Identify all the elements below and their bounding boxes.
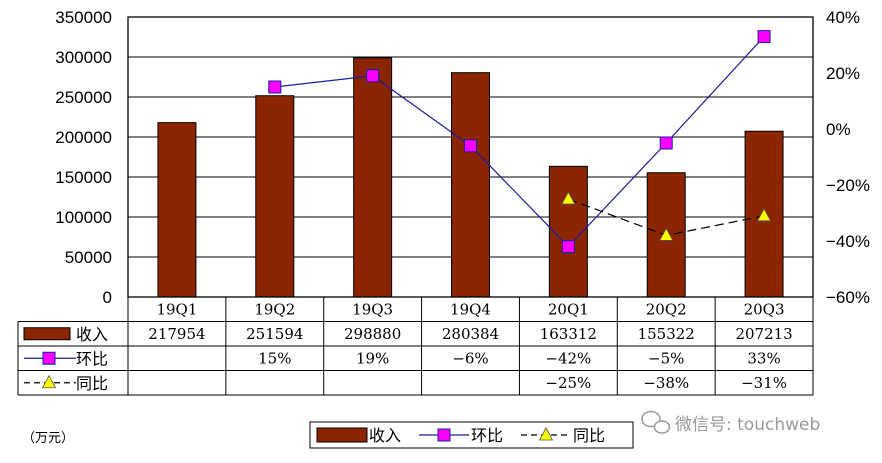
line-point bbox=[268, 80, 282, 94]
row-key-marker bbox=[42, 351, 56, 365]
data-label: 251594 bbox=[246, 325, 303, 343]
y-tick-label: 300000 bbox=[55, 48, 112, 67]
legend-label: 收入 bbox=[369, 426, 401, 445]
legend-label: 环比 bbox=[471, 426, 503, 445]
bar bbox=[548, 165, 588, 298]
y2-tick-label: −20% bbox=[826, 176, 870, 195]
category-label: 20Q3 bbox=[744, 301, 785, 319]
y2-tick-label: 0% bbox=[826, 120, 851, 139]
line-point bbox=[659, 227, 674, 241]
y-tick-label: 200000 bbox=[55, 128, 112, 147]
line-point bbox=[757, 30, 771, 44]
legend: 收入 环比 同比 bbox=[309, 421, 634, 449]
category-label: 19Q3 bbox=[352, 301, 393, 319]
data-label: −6% bbox=[452, 350, 488, 368]
bar bbox=[255, 95, 295, 298]
legend-marker bbox=[538, 427, 554, 441]
category-label: 19Q4 bbox=[450, 301, 491, 319]
data-label: 217954 bbox=[148, 325, 205, 343]
y-tick-label: 50000 bbox=[65, 248, 112, 267]
line-point bbox=[659, 136, 673, 150]
data-label: −38% bbox=[643, 374, 689, 392]
data-label: 207213 bbox=[735, 325, 792, 343]
series-line bbox=[274, 36, 765, 248]
wechat-icon bbox=[641, 410, 671, 434]
row-key-bar bbox=[23, 327, 71, 341]
y-tick-label: 250000 bbox=[55, 88, 112, 107]
data-table: 19Q1 19Q2 19Q3 19Q4 20Q1 20Q2 20Q3 217954 251594… bbox=[17, 296, 814, 396]
bars bbox=[157, 57, 784, 298]
y-tick-label: 100000 bbox=[55, 208, 112, 227]
data-label: 280384 bbox=[442, 325, 499, 343]
row-header: 收入 bbox=[76, 325, 108, 344]
bar bbox=[353, 57, 393, 298]
y-tick-label: 0 bbox=[103, 288, 112, 307]
unit-label: （万元） bbox=[22, 431, 74, 446]
line-point bbox=[464, 139, 477, 153]
y-tick-label: 150000 bbox=[55, 168, 112, 187]
legend-label: 同比 bbox=[573, 426, 605, 445]
y2-tick-label: −60% bbox=[826, 288, 870, 307]
data-label: 155322 bbox=[638, 325, 695, 343]
row-header: 环比 bbox=[76, 349, 108, 368]
y2-tick-label: 20% bbox=[826, 64, 860, 83]
bar bbox=[157, 122, 197, 298]
y-tick-label: 350000 bbox=[55, 8, 112, 27]
bar bbox=[451, 72, 490, 298]
category-label: 19Q2 bbox=[254, 301, 295, 319]
y-axis-left: 350000 300000 250000 200000 150000 100000 5000… bbox=[55, 8, 112, 307]
data-label: 298880 bbox=[344, 325, 401, 343]
data-label: −42% bbox=[545, 350, 591, 368]
row-key-marker bbox=[41, 374, 57, 389]
data-label: −31% bbox=[741, 374, 787, 392]
line-point bbox=[561, 240, 575, 254]
data-label: −25% bbox=[545, 374, 591, 392]
y2-tick-label: −40% bbox=[826, 232, 870, 251]
data-label: −5% bbox=[648, 350, 684, 368]
legend-marker bbox=[437, 428, 451, 442]
y2-tick-label: 40% bbox=[826, 8, 860, 27]
watermark: 微信号: touchweb bbox=[641, 410, 820, 435]
category-label: 20Q1 bbox=[548, 301, 589, 319]
series-lines bbox=[268, 30, 772, 254]
y-axis-right: 40% 20% 0% −20% −40% −60% bbox=[826, 8, 870, 307]
data-label: 163312 bbox=[540, 325, 597, 343]
data-label: 15% bbox=[258, 350, 291, 368]
category-label: 19Q1 bbox=[156, 301, 197, 319]
row-header: 同比 bbox=[76, 374, 108, 393]
line-point bbox=[561, 191, 576, 205]
category-label: 20Q2 bbox=[646, 301, 687, 319]
data-label: 19% bbox=[356, 350, 389, 368]
legend-swatch bbox=[316, 427, 368, 443]
line-point bbox=[756, 207, 772, 222]
watermark-text: 微信号: touchweb bbox=[675, 415, 820, 435]
line-point bbox=[366, 69, 380, 83]
data-label: 33% bbox=[747, 350, 780, 368]
